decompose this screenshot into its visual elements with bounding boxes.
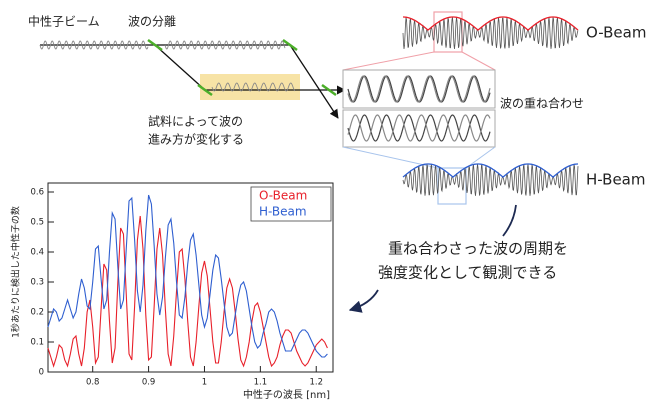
y-tick-label: 0	[39, 368, 44, 378]
wave	[347, 114, 491, 142]
label: 波の重ね合わせ	[500, 96, 584, 111]
sample-highlight	[200, 74, 300, 100]
mirror	[197, 83, 213, 97]
beam-arrow	[289, 44, 339, 119]
label: 波の分離	[128, 15, 176, 29]
beam-splitter	[321, 83, 337, 97]
x-tick-label: 0.8	[86, 378, 100, 388]
label: O-Beam	[586, 24, 646, 42]
label: 進み方が変化する	[148, 132, 244, 147]
y-tick-label: 0.6	[30, 188, 44, 198]
waves	[39, 40, 296, 92]
x-tick-label: 1.2	[309, 378, 323, 388]
wave	[402, 17, 579, 49]
mirror	[282, 38, 298, 52]
series-line	[47, 215, 328, 368]
label: H-Beam	[586, 171, 645, 189]
chart: 中性子の波長 [nm] 1秒あたりに検出した中性子の数 0 0.1 0.2 0.3 0.…	[10, 182, 334, 401]
y-tick-label: 0.2	[30, 308, 44, 318]
label: 試料によって波の	[148, 114, 243, 129]
zoom-line	[461, 51, 496, 71]
y-tick-label: 0.1	[30, 338, 44, 348]
label: 中性子ビーム	[28, 14, 100, 29]
y-tick-label: 0.5	[30, 218, 44, 228]
legend-box	[250, 186, 332, 222]
y-tick-label: 0.3	[30, 278, 44, 288]
x-tick-label: 1.1	[254, 378, 268, 388]
callout-line	[502, 204, 517, 237]
wave	[347, 75, 491, 103]
series-line	[47, 194, 328, 358]
beam-splitter	[147, 38, 163, 52]
legend-label: O-Beam	[259, 189, 307, 203]
wave	[39, 40, 149, 50]
callout: 強度変化として観測できる	[378, 264, 557, 282]
legend-label: H-Beam	[259, 205, 307, 219]
wave	[347, 114, 491, 142]
y-axis-label: 1秒あたりに検出した中性子の数	[10, 206, 22, 338]
x-tick-label: 0.9	[142, 378, 156, 388]
wave	[164, 40, 286, 50]
beam-line	[154, 44, 206, 91]
x-axis-label: 中性子の波長 [nm]	[243, 388, 330, 401]
callout: 重ね合わさった波の周期を	[388, 240, 568, 258]
zoom-line	[342, 51, 435, 71]
wave	[211, 82, 296, 92]
zoom-line	[465, 146, 496, 169]
y-tick-label: 0.4	[30, 248, 44, 258]
wave	[402, 163, 579, 196]
callout-arrow	[348, 289, 379, 313]
envelope	[403, 16, 579, 31]
envelope	[402, 163, 578, 178]
waves	[347, 16, 579, 196]
x-tick-label: 1	[202, 378, 207, 388]
